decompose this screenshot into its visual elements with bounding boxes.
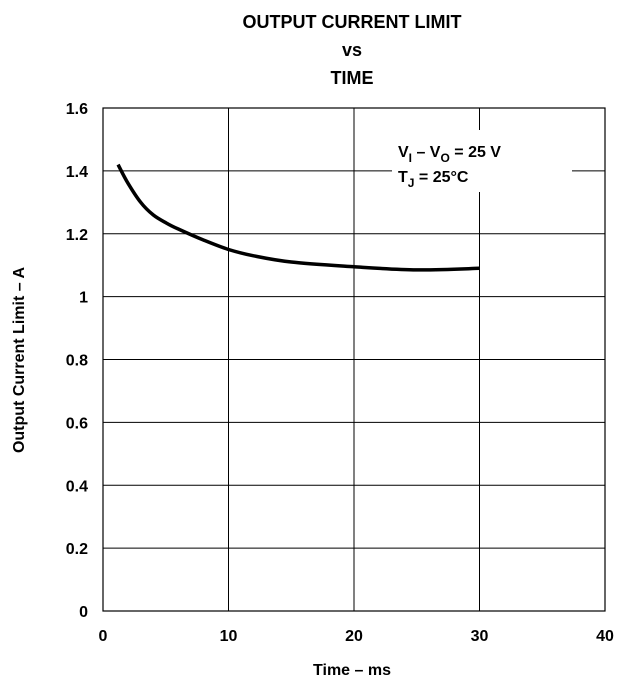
y-tick-label: 0.8: [66, 353, 88, 370]
annotation-sub-i: I: [409, 151, 412, 165]
annotation-value-1: = 25 V: [450, 144, 501, 161]
annotation-v: V: [398, 144, 409, 161]
x-tick-label: 10: [220, 628, 238, 645]
tick-labels: 0 10 20 30 40 0 0.2 0.4 0.6 0.8 1 1.2 1.4 1.6: [66, 101, 614, 645]
y-tick-label: 1.4: [66, 164, 88, 181]
chart-title-line-3: TIME: [331, 68, 374, 88]
x-tick-label: 20: [345, 628, 363, 645]
y-tick-label: 0.4: [66, 478, 88, 495]
series-layer: [116, 163, 480, 272]
plot-frame: [102, 107, 606, 612]
annotation-value-2: = 25°C: [414, 169, 468, 186]
annotation-line-1: VI – VO = 25 V: [398, 144, 501, 165]
y-tick-label: 1.2: [66, 227, 88, 244]
x-tick-label: 30: [471, 628, 489, 645]
y-tick-label: 1: [79, 290, 88, 307]
y-tick-label: 0.6: [66, 415, 88, 432]
x-axis-label: Time – ms: [313, 662, 391, 679]
y-axis-label: Output Current Limit – A: [11, 267, 28, 454]
series-line-current-limit: [116, 163, 480, 272]
annotation-background: [392, 130, 572, 192]
chart-title: OUTPUT CURRENT LIMIT vs TIME: [243, 12, 462, 88]
chart-title-line-1: OUTPUT CURRENT LIMIT: [243, 12, 462, 32]
annotation-sub-o: O: [440, 151, 449, 165]
y-tick-label: 1.6: [66, 101, 88, 118]
x-tick-label: 0: [99, 628, 108, 645]
chart-title-line-2: vs: [342, 40, 362, 60]
y-tick-label: 0.2: [66, 541, 88, 558]
annotation-dash-v: – V: [412, 144, 441, 161]
annotation-sub-j: J: [408, 176, 415, 190]
y-tick-label: 0: [79, 604, 88, 621]
x-tick-label: 40: [596, 628, 614, 645]
annotation-t: T: [398, 169, 408, 186]
annotation-line-2: TJ = 25°C: [398, 169, 469, 190]
